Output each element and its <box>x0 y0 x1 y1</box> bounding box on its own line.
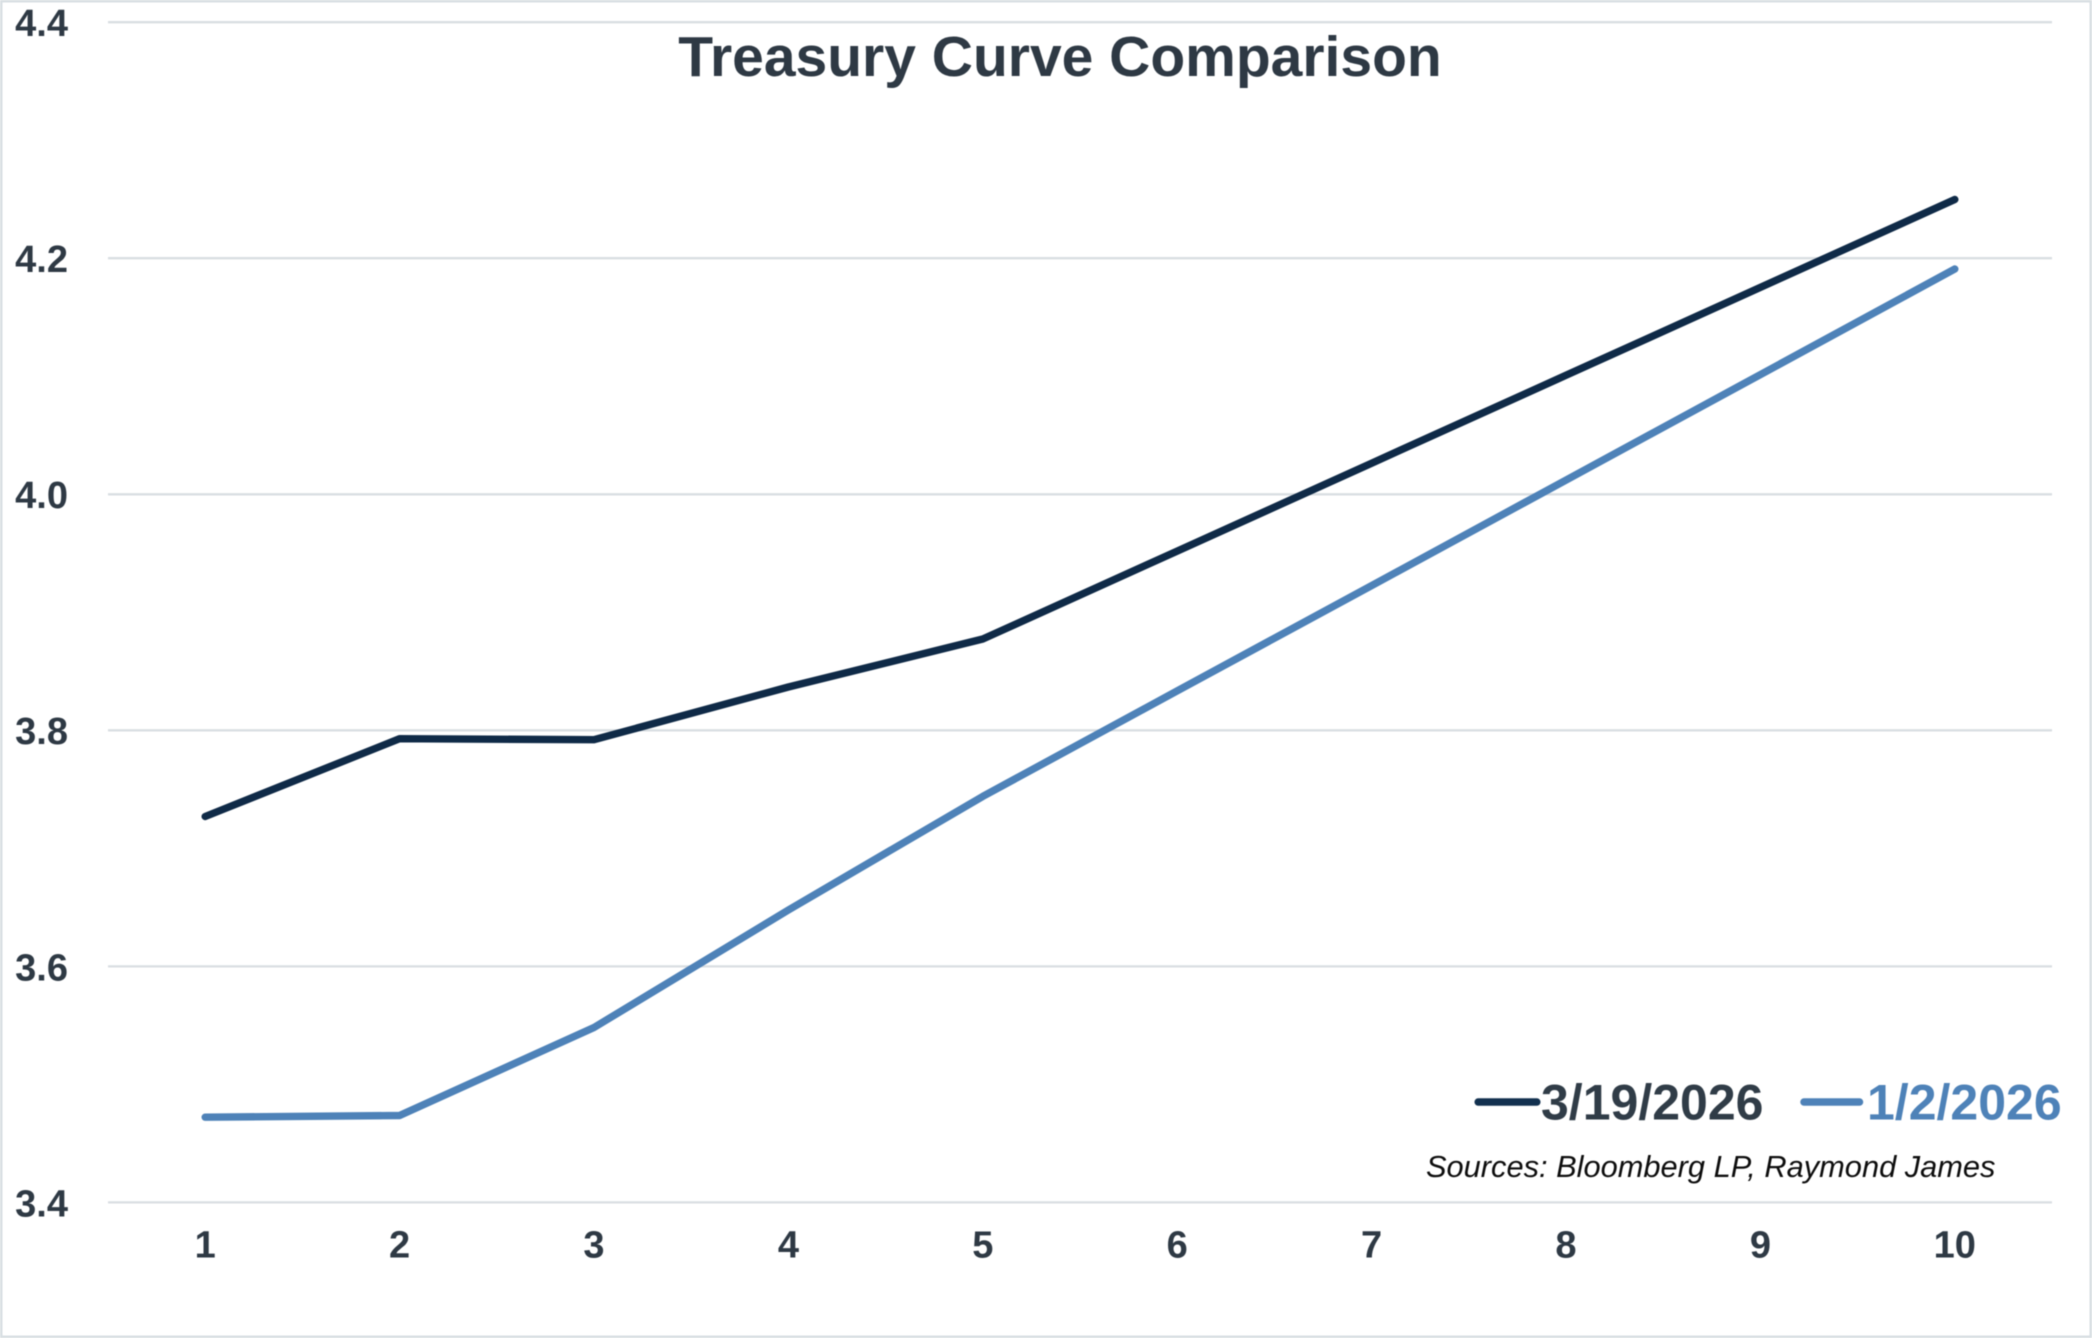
svg-text:5: 5 <box>972 1225 993 1267</box>
svg-text:7: 7 <box>1361 1225 1382 1267</box>
svg-text:2: 2 <box>389 1225 410 1267</box>
svg-text:1/2/2026: 1/2/2026 <box>1867 1075 2062 1131</box>
svg-text:Sources: Bloomberg LP, Raymond: Sources: Bloomberg LP, Raymond James <box>1426 1149 1995 1184</box>
svg-text:3/19/2026: 3/19/2026 <box>1541 1075 1763 1131</box>
svg-text:3.4: 3.4 <box>15 1183 68 1225</box>
svg-text:4.4: 4.4 <box>15 3 68 45</box>
svg-text:8: 8 <box>1555 1225 1576 1267</box>
svg-text:1: 1 <box>195 1225 216 1267</box>
svg-text:9: 9 <box>1750 1225 1771 1267</box>
svg-text:10: 10 <box>1934 1225 1976 1267</box>
svg-text:Treasury Curve Comparison: Treasury Curve Comparison <box>678 25 1441 89</box>
svg-text:6: 6 <box>1167 1225 1188 1267</box>
svg-text:3.8: 3.8 <box>15 711 68 753</box>
svg-text:3: 3 <box>583 1225 604 1267</box>
svg-text:3.6: 3.6 <box>15 947 68 989</box>
svg-text:4: 4 <box>778 1225 799 1267</box>
svg-text:4.0: 4.0 <box>15 475 68 517</box>
svg-text:4.2: 4.2 <box>15 239 68 281</box>
